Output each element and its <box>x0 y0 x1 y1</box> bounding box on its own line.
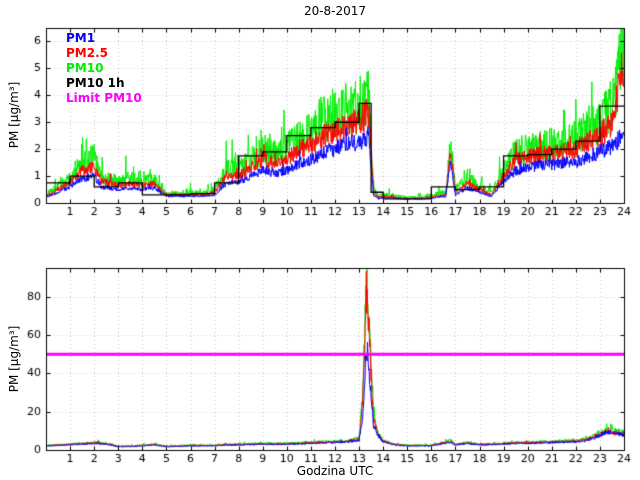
bottom-y-axis-label: PM [µg/m³] <box>7 325 21 393</box>
legend-item-pm10: PM10 <box>66 61 104 75</box>
legend: PM1 PM2.5 PM10 PM10 1h Limit PM10 <box>66 31 142 106</box>
legend-item-limit-pm10: Limit PM10 <box>66 91 142 105</box>
chart-title: 20-8-2017 <box>303 4 367 18</box>
legend-item-pm10-1h: PM10 1h <box>66 76 125 90</box>
legend-item-pm2-5: PM2.5 <box>66 46 108 60</box>
legend-item-pm1: PM1 <box>66 31 96 45</box>
x-axis-label: Godzina UTC <box>296 464 374 478</box>
top-y-axis-label: PM [µg/m³] <box>7 81 21 149</box>
